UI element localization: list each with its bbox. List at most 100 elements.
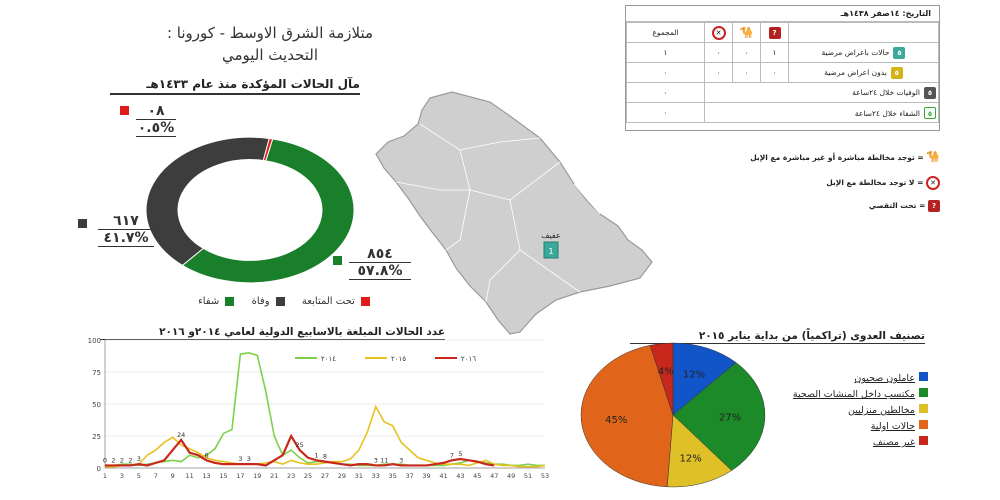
followup-count: ٠٨ bbox=[136, 103, 176, 120]
header-camel-cell: 🐪 bbox=[732, 22, 761, 43]
header-nocamel-cell: ✕ bbox=[704, 22, 733, 43]
question-icon: ? bbox=[768, 26, 781, 39]
data-label: 7 bbox=[450, 451, 454, 459]
recovery-icon: ٥ bbox=[924, 106, 936, 119]
row-label: ٥بدون اعراض مرضية bbox=[788, 62, 939, 83]
data-label: 2 bbox=[120, 456, 124, 464]
x-tick-label: 27 bbox=[321, 472, 329, 480]
x-tick-label: 23 bbox=[287, 472, 295, 480]
donut-slice-1 bbox=[145, 136, 270, 266]
legend-swatch-recovered bbox=[225, 297, 235, 306]
data-label: 3 bbox=[374, 456, 378, 464]
row-label: ٥الشفاء خلال ٢٤ساعة bbox=[704, 102, 939, 123]
row-label: ٥الوفيات خلال ٢٤ساعة bbox=[704, 82, 939, 103]
data-label: 3 bbox=[247, 455, 251, 463]
data-label: 3 bbox=[137, 455, 141, 463]
x-tick-label: 25 bbox=[304, 472, 312, 480]
line-chart-title: عدد الحالات المبلغة بالاسابيع الدولية لع… bbox=[100, 326, 445, 340]
asymptomatic-icon: ٥ bbox=[890, 66, 903, 79]
pie-legend-item: غير مصنف bbox=[763, 436, 928, 448]
table-row: ٥حالات باعراض مرضية ١ ٠ ٠ ١ bbox=[626, 42, 939, 63]
page-title: متلازمة الشرق الاوسط - كورونا : التحديث … bbox=[150, 22, 390, 66]
x-tick-label: 53 bbox=[541, 472, 549, 480]
x-tick-label: 5 bbox=[137, 472, 141, 480]
x-tick-label: 1 bbox=[103, 472, 107, 480]
pie-legend-item: مخالطين منزليين bbox=[763, 404, 928, 416]
y-tick-label: 25 bbox=[92, 433, 101, 441]
data-label: 1 bbox=[314, 451, 318, 459]
donut-slice-2 bbox=[262, 137, 274, 162]
header-total-cell: المجموع bbox=[626, 22, 705, 43]
pie-slice-4 bbox=[649, 342, 674, 416]
pie-legend-swatch bbox=[919, 420, 928, 429]
map-region-borders bbox=[395, 123, 601, 303]
y-tick-label: 100 bbox=[88, 338, 101, 345]
deaths-percent: ٤١.٧% bbox=[98, 230, 154, 247]
legend-label-1: ٢٠١٥ bbox=[391, 355, 406, 363]
pie-slice-label: 45% bbox=[605, 415, 627, 426]
x-tick-label: 3 bbox=[120, 472, 124, 480]
x-tick-label: 45 bbox=[473, 472, 481, 480]
legend-label-followup: تحت المتابعة bbox=[301, 296, 355, 307]
pie-legend-item: مكتسب داخل المنشات الصحية bbox=[763, 388, 928, 400]
row-camel: ٠ bbox=[732, 62, 761, 83]
x-tick-label: 21 bbox=[270, 472, 278, 480]
city-marker bbox=[543, 241, 559, 259]
camel-key-label: = توجد مخالطة مباشرة أو غير مباشرة مع ال… bbox=[750, 153, 924, 162]
row-total: ٠ bbox=[626, 62, 705, 83]
pie-chart-title: تصنيف العدوى (تراكمياً) من بداية يناير ٢… bbox=[630, 330, 925, 344]
data-label: 25 bbox=[295, 441, 303, 449]
data-label: 11 bbox=[380, 456, 388, 464]
pie-slice-2 bbox=[666, 414, 733, 488]
table-row: ٥الوفيات خلال ٢٤ساعة ٠ bbox=[626, 82, 939, 103]
table-date: التاريخ: ١٤صفر ١٤٣٨هـ bbox=[626, 6, 939, 22]
question-key-icon: ? bbox=[928, 200, 940, 212]
donut-title: مآل الحالات المؤكدة منذ عام ١٤٣٣هـ bbox=[110, 77, 360, 95]
data-label: 3 bbox=[399, 456, 403, 464]
pie-legend: عاملون صحيون مكتسب داخل المنشات الصحية م… bbox=[763, 372, 928, 448]
donut-chart bbox=[145, 136, 355, 284]
pie-slice-1 bbox=[672, 362, 766, 471]
series-line-0 bbox=[105, 351, 545, 467]
x-tick-label: 15 bbox=[219, 472, 227, 480]
x-tick-label: 13 bbox=[202, 472, 210, 480]
x-tick-label: 9 bbox=[171, 472, 175, 480]
city-label: عفيف bbox=[541, 231, 561, 240]
status-table: التاريخ: ١٤صفر ١٤٣٨هـ ? 🐪 ✕ المجموع ٥حال… bbox=[625, 5, 940, 131]
row-label: ٥حالات باعراض مرضية bbox=[788, 42, 939, 63]
followup-percent: ٠.٥% bbox=[136, 120, 176, 137]
row-q: ١ bbox=[760, 42, 789, 63]
pie-legend-swatch bbox=[919, 404, 928, 413]
pie-slice-label: 12% bbox=[683, 369, 705, 380]
data-label: 24 bbox=[177, 431, 185, 439]
data-label: 6 bbox=[204, 451, 208, 459]
pie-legend-swatch bbox=[919, 436, 928, 445]
investigation-key-label: = تحت التقصي bbox=[868, 201, 926, 210]
recovered-swatch bbox=[333, 256, 342, 265]
x-tick-label: 11 bbox=[185, 472, 193, 480]
table-row: ٥الشفاء خلال ٢٤ساعة ٠ bbox=[626, 102, 939, 123]
row-q: ٠ bbox=[760, 62, 789, 83]
x-tick-label: 7 bbox=[154, 472, 158, 480]
pie-slice-label: 4% bbox=[658, 367, 674, 378]
row-nocamel: ٠ bbox=[704, 42, 733, 63]
pie-legend-swatch bbox=[919, 388, 928, 397]
x-tick-label: 47 bbox=[490, 472, 498, 480]
no-camel-key-icon: ✕ bbox=[926, 176, 940, 190]
legend-label-0: ٢٠١٤ bbox=[321, 355, 336, 363]
pie-slice-label: 27% bbox=[719, 412, 741, 423]
camel-key-icon: 🐪 bbox=[926, 150, 940, 163]
table-header-row: ? 🐪 ✕ المجموع bbox=[626, 22, 939, 43]
pie-slice-0 bbox=[672, 342, 737, 416]
row-total: ١ bbox=[626, 42, 705, 63]
recovered-percent: ٥٧.٨% bbox=[349, 263, 411, 280]
x-tick-label: 41 bbox=[439, 472, 447, 480]
x-tick-label: 17 bbox=[236, 472, 244, 480]
x-tick-label: 49 bbox=[507, 472, 515, 480]
nocamel-key-label: = لا توجد مخالطة مع الإبل bbox=[826, 178, 924, 187]
legend-label-2: ٢٠١٦ bbox=[461, 355, 476, 363]
data-label: 0 bbox=[103, 456, 107, 464]
deaths-value-box: ٦١٧ ٤١.٧% bbox=[78, 213, 154, 247]
city-marker-count: 1 bbox=[548, 247, 553, 256]
